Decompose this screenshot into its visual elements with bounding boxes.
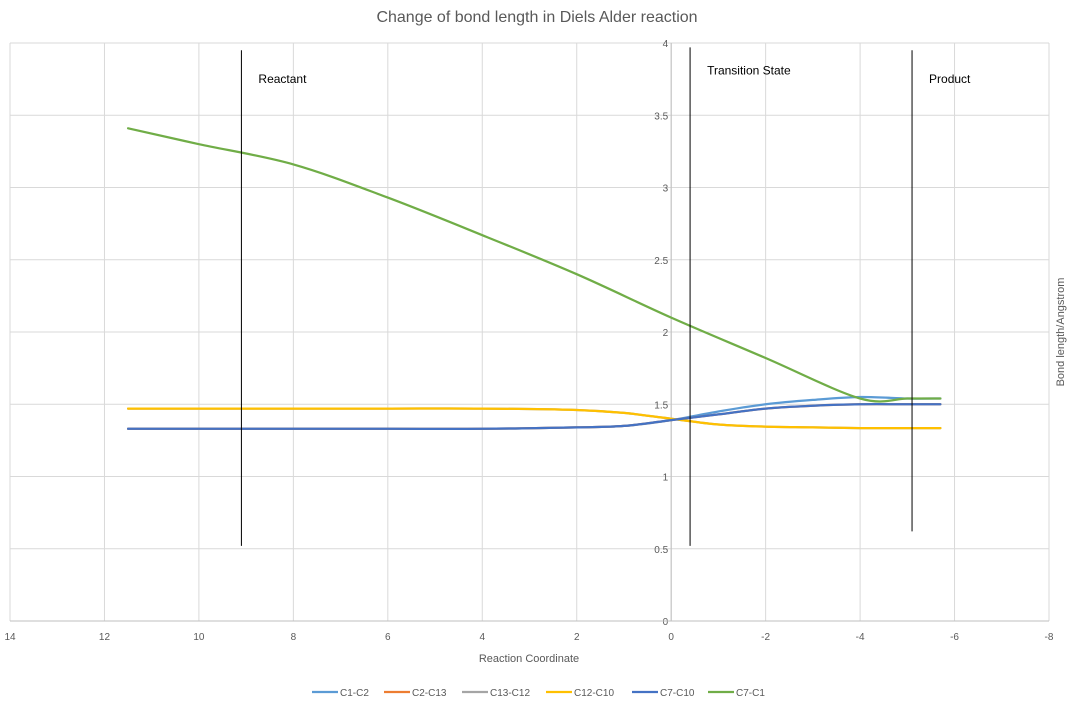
x-axis-title: Reaction Coordinate: [479, 653, 579, 665]
stage-markers: Reactant Transition State Product: [240, 47, 971, 546]
axes: 14 12 10 8 6 4 2 0 -2 -4 -6 -8 0 0.5 1 1.5 2 2.5 3 3.5 4: [4, 39, 1053, 643]
y-tick-label: 2: [663, 328, 669, 339]
y-tick-label: 4: [663, 39, 669, 50]
series-line-c13-c12: [126, 407, 942, 430]
y-tick-label: 0: [663, 617, 669, 628]
x-tick-label: 0: [668, 632, 674, 643]
legend: C1-C2 C2-C13 C13-C12 C12-C10 C7-C10 C7-C1: [312, 688, 765, 699]
legend-label: C2-C13: [412, 688, 447, 699]
legend-label: C7-C10: [660, 688, 695, 699]
series-line-c12-c10: [126, 407, 942, 430]
legend-label: C7-C1: [736, 688, 765, 699]
legend-label: C12-C10: [574, 688, 614, 699]
series-line-c1-c2: [126, 395, 942, 431]
x-tick-label: 8: [291, 632, 297, 643]
x-tick-label: -4: [856, 632, 865, 643]
x-tick-label: 6: [385, 632, 391, 643]
y-tick-label: 0.5: [654, 545, 668, 556]
marker-label: Product: [929, 72, 971, 86]
x-tick-label: 4: [479, 632, 485, 643]
y-tick-label: 2.5: [654, 256, 668, 267]
x-tick-label: 10: [193, 632, 205, 643]
legend-label: C13-C12: [490, 688, 530, 699]
series-lines: [126, 127, 942, 431]
y-tick-label: 1: [663, 473, 669, 484]
y-tick-label: 3.5: [654, 111, 668, 122]
x-tick-label: -6: [950, 632, 959, 643]
chart-title: Change of bond length in Diels Alder rea…: [376, 9, 697, 26]
series-line-c7-c1: [126, 127, 942, 403]
y-tick-label: 1.5: [654, 400, 668, 411]
series-line-c7-c10: [126, 403, 942, 431]
gridlines: [9, 42, 1050, 622]
x-tick-label: 14: [4, 632, 16, 643]
marker-label: Transition State: [707, 63, 791, 77]
x-tick-label: -2: [761, 632, 770, 643]
x-tick-label: 2: [574, 632, 580, 643]
marker-label: Reactant: [258, 72, 307, 86]
x-tick-label: -8: [1045, 632, 1054, 643]
x-tick-label: 12: [99, 632, 111, 643]
y-axis-title: Bond length/Angstrom: [1055, 278, 1067, 387]
y-tick-label: 3: [663, 184, 669, 195]
legend-label: C1-C2: [340, 688, 369, 699]
